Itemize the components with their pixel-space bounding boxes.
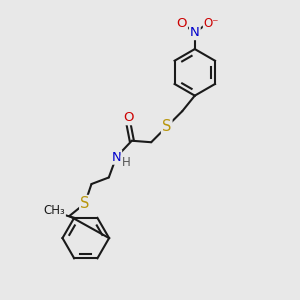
Text: S: S (80, 196, 90, 211)
Text: CH₃: CH₃ (44, 204, 65, 217)
Text: S: S (162, 119, 171, 134)
Text: O⁻: O⁻ (204, 16, 219, 30)
Text: O: O (176, 16, 187, 30)
Text: H: H (122, 156, 130, 169)
Text: O: O (123, 111, 134, 124)
Text: N: N (111, 151, 121, 164)
Text: N: N (190, 26, 200, 39)
